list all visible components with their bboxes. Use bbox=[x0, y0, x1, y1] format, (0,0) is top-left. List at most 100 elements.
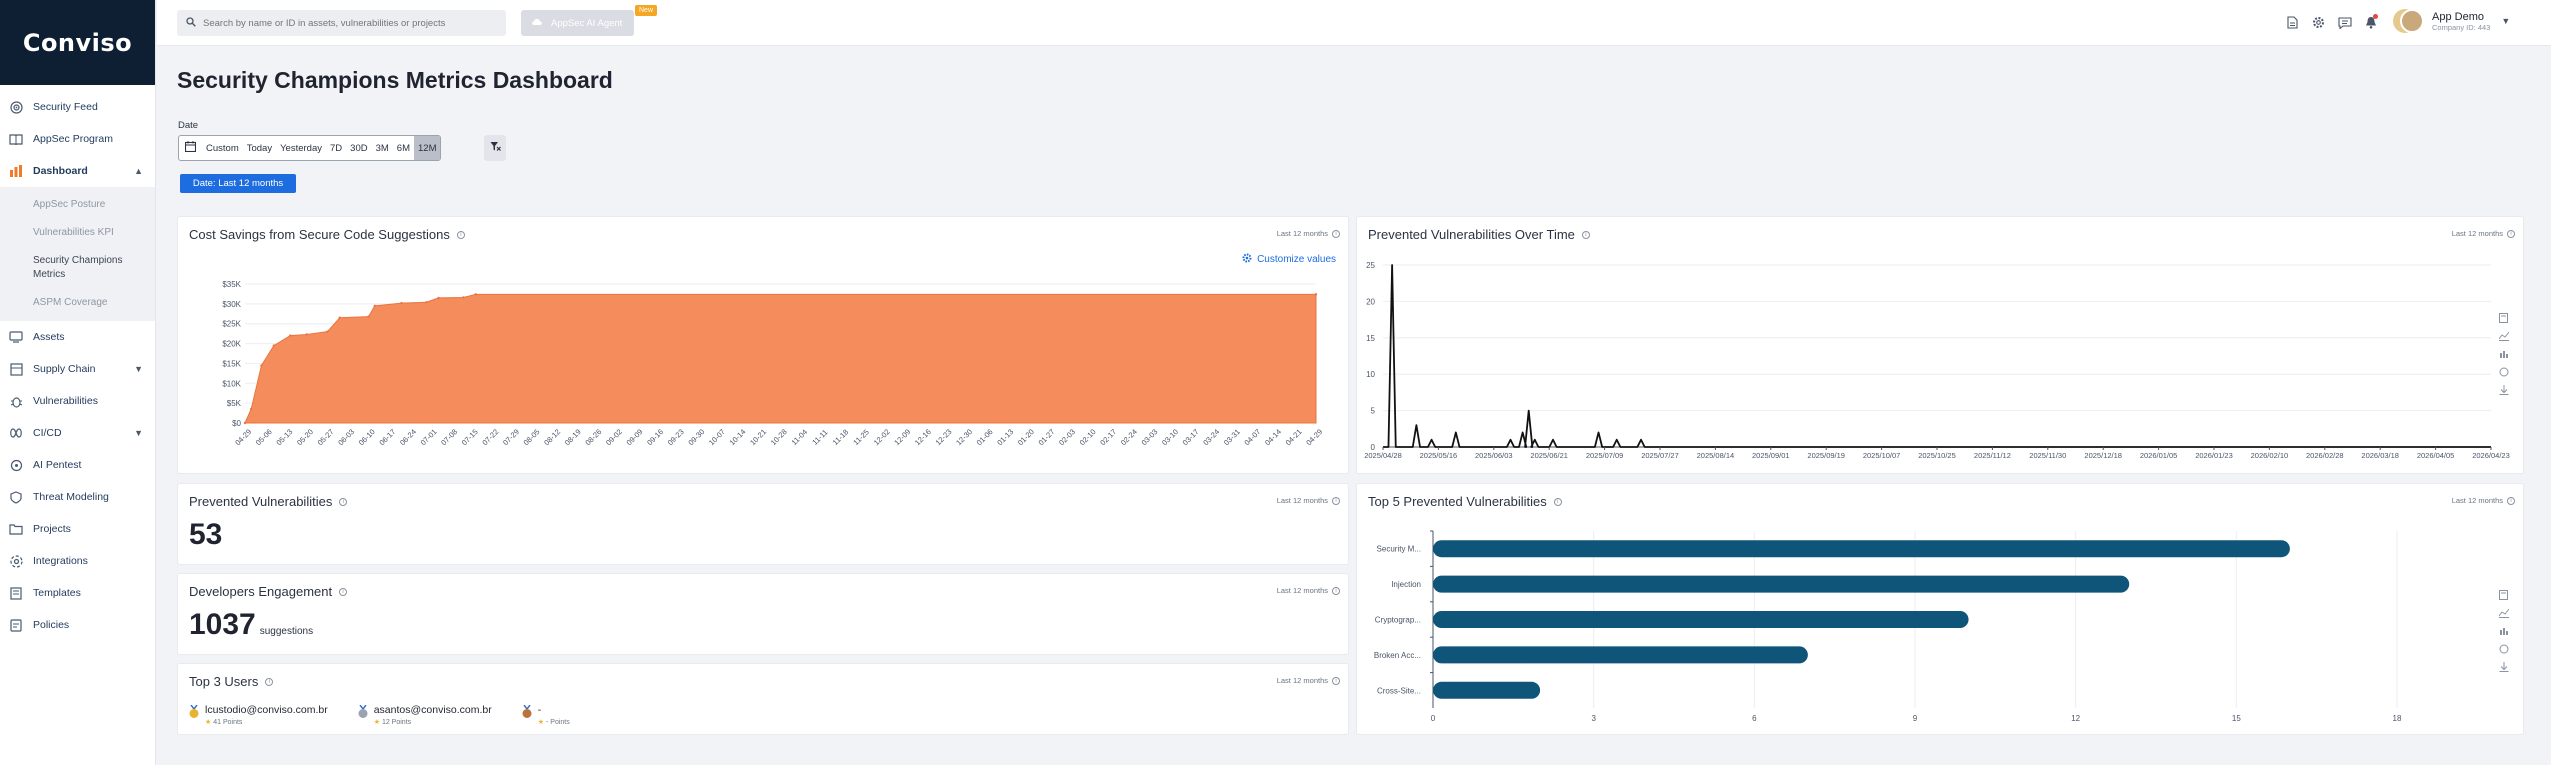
line-chart-icon[interactable] bbox=[2498, 606, 2509, 619]
x-tick-label: 02-10 bbox=[1078, 427, 1098, 447]
document-icon[interactable] bbox=[2284, 14, 2301, 31]
period-text: Last 12 months bbox=[1276, 229, 1328, 238]
subnav-appsec-posture[interactable]: AppSec Posture bbox=[33, 199, 106, 210]
sidebar-item-integrations[interactable]: Integrations bbox=[0, 545, 155, 577]
x-tick-label: 11-18 bbox=[831, 427, 851, 447]
x-tick-label: 09-30 bbox=[686, 427, 706, 447]
search-box[interactable] bbox=[177, 10, 506, 36]
x-tick-label: 10-21 bbox=[748, 427, 768, 447]
x-tick-label: 02-24 bbox=[1119, 427, 1139, 447]
sidebar-item-ai-pentest[interactable]: AI Pentest bbox=[0, 449, 155, 481]
y-tick-label: $30K bbox=[222, 300, 241, 309]
info-icon[interactable]: i bbox=[1332, 496, 1340, 505]
download-icon[interactable] bbox=[2498, 383, 2509, 396]
date-option-custom[interactable]: Custom bbox=[206, 142, 239, 154]
restore-icon[interactable] bbox=[2498, 365, 2509, 378]
bar-chart-icon[interactable] bbox=[2498, 347, 2509, 360]
dashboard-subnav: AppSec Posture Vulnerabilities KPI Secur… bbox=[0, 187, 155, 321]
chevron-up-icon[interactable]: ▲ bbox=[134, 166, 143, 176]
info-icon[interactable]: i bbox=[456, 230, 465, 239]
card-title-text: Cost Savings from Secure Code Suggestion… bbox=[189, 227, 450, 242]
date-option-12m[interactable]: 12M bbox=[414, 136, 441, 160]
x-tick-label: 2026/01/23 bbox=[2195, 451, 2233, 460]
x-tick-label: 04-07 bbox=[1242, 427, 1262, 447]
sidebar-item-policies[interactable]: Policies bbox=[0, 609, 155, 641]
y-tick-label: Cryptograp... bbox=[1375, 616, 1421, 625]
sidebar-item-assets[interactable]: Assets bbox=[0, 321, 155, 353]
cost-point bbox=[474, 293, 477, 296]
x-tick-label: 10-14 bbox=[728, 427, 748, 447]
subnav-aspm-coverage[interactable]: ASPM Coverage bbox=[33, 297, 108, 308]
search-input[interactable] bbox=[203, 17, 493, 29]
date-chip[interactable]: Date: Last 12 months bbox=[180, 174, 296, 193]
info-icon[interactable]: i bbox=[265, 677, 274, 686]
card-title: Developers Engagement i bbox=[189, 584, 348, 599]
logo[interactable]: Conviso bbox=[0, 0, 155, 85]
integration-icon bbox=[8, 553, 24, 569]
user-points: ★ - Points bbox=[538, 718, 570, 726]
info-icon[interactable]: i bbox=[1332, 229, 1340, 238]
notification-dot bbox=[2373, 14, 2378, 19]
top-icons bbox=[2284, 14, 2379, 31]
info-icon[interactable]: i bbox=[2507, 229, 2515, 238]
cost-point bbox=[400, 301, 403, 305]
chevron-down-icon[interactable]: ▼ bbox=[134, 428, 143, 438]
x-tick-label: 2025/10/25 bbox=[1918, 451, 1956, 460]
info-icon[interactable]: i bbox=[339, 587, 348, 596]
subnav-vulnerabilities-kpi[interactable]: Vulnerabilities KPI bbox=[33, 227, 114, 238]
cost-point bbox=[249, 407, 253, 411]
x-tick-label: 05-13 bbox=[274, 427, 294, 447]
info-icon[interactable]: i bbox=[1553, 497, 1562, 506]
sidebar-item-dashboard[interactable]: Dashboard ▲ bbox=[0, 155, 155, 187]
sidebar-item-templates[interactable]: Templates bbox=[0, 577, 155, 609]
sidebar-item-cicd[interactable]: CI/CD ▼ bbox=[0, 417, 155, 449]
info-icon[interactable]: i bbox=[339, 497, 348, 506]
sidebar-item-threat-modeling[interactable]: Threat Modeling bbox=[0, 481, 155, 513]
sidebar-item-supply-chain[interactable]: Supply Chain ▼ bbox=[0, 353, 155, 385]
gear-icon[interactable] bbox=[2310, 14, 2327, 31]
bar bbox=[1433, 540, 2290, 558]
book-icon bbox=[8, 131, 24, 147]
sidebar-item-security-feed[interactable]: Security Feed bbox=[0, 91, 155, 123]
top5-bar-chart: 0 3 6 9 12 15 18 Security M... Injection Cryptogr… bbox=[1374, 530, 2402, 723]
date-option-today[interactable]: Today bbox=[246, 142, 273, 154]
chevron-down-icon[interactable]: ▼ bbox=[2501, 16, 2511, 26]
subnav-security-champions-metrics[interactable]: Security Champions Metrics bbox=[33, 255, 123, 280]
period-label: Last 12 months i bbox=[1277, 676, 1340, 685]
info-icon[interactable]: i bbox=[1581, 230, 1590, 239]
info-icon[interactable]: i bbox=[1332, 676, 1340, 685]
restore-icon[interactable] bbox=[2498, 642, 2509, 655]
info-icon[interactable]: i bbox=[1332, 586, 1340, 595]
user-menu[interactable]: App Demo Company ID: 443 ▼ bbox=[2400, 9, 2510, 33]
customize-values-link[interactable]: Customize values bbox=[1242, 253, 1336, 266]
appsec-ai-agent-button[interactable]: AppSec AI Agent bbox=[521, 10, 634, 36]
date-option-7d[interactable]: 7D bbox=[330, 142, 343, 154]
card-prevented-vulnerabilities: Prevented Vulnerabilities i Last 12 mont… bbox=[177, 483, 1349, 565]
date-option-30d[interactable]: 30D bbox=[350, 142, 368, 154]
bell-icon[interactable] bbox=[2362, 14, 2379, 31]
sidebar-item-appsec-program[interactable]: AppSec Program bbox=[0, 123, 155, 155]
card-title-text: Top 3 Users bbox=[189, 674, 259, 689]
y-tick-label: 10 bbox=[1366, 370, 1375, 379]
x-tick-label: 08-05 bbox=[522, 427, 542, 447]
date-option-yesterday[interactable]: Yesterday bbox=[280, 142, 322, 154]
y-tick-label: 5 bbox=[1371, 407, 1376, 416]
clear-filter-button[interactable] bbox=[484, 135, 506, 161]
x-tick-label: 3 bbox=[1591, 714, 1596, 723]
chevron-down-icon[interactable]: ▼ bbox=[134, 364, 143, 374]
line-chart-icon[interactable] bbox=[2498, 329, 2509, 342]
sidebar-item-vulnerabilities[interactable]: Vulnerabilities bbox=[0, 385, 155, 417]
y-tick-label: $20K bbox=[222, 340, 241, 349]
info-icon[interactable]: i bbox=[2507, 496, 2515, 505]
download-icon[interactable] bbox=[2498, 660, 2509, 673]
date-option-3m[interactable]: 3M bbox=[375, 142, 389, 154]
save-icon[interactable] bbox=[2498, 311, 2509, 324]
save-icon[interactable] bbox=[2498, 588, 2509, 601]
chat-icon[interactable] bbox=[2336, 14, 2353, 31]
bar-chart-icon[interactable] bbox=[2498, 624, 2509, 637]
date-option-6m[interactable]: 6M bbox=[396, 142, 410, 154]
bronze-medal-icon bbox=[522, 704, 532, 719]
x-tick-label: 2025/08/14 bbox=[1697, 451, 1735, 460]
x-tick-label: 2025/06/03 bbox=[1475, 451, 1513, 460]
sidebar-item-projects[interactable]: Projects bbox=[0, 513, 155, 545]
